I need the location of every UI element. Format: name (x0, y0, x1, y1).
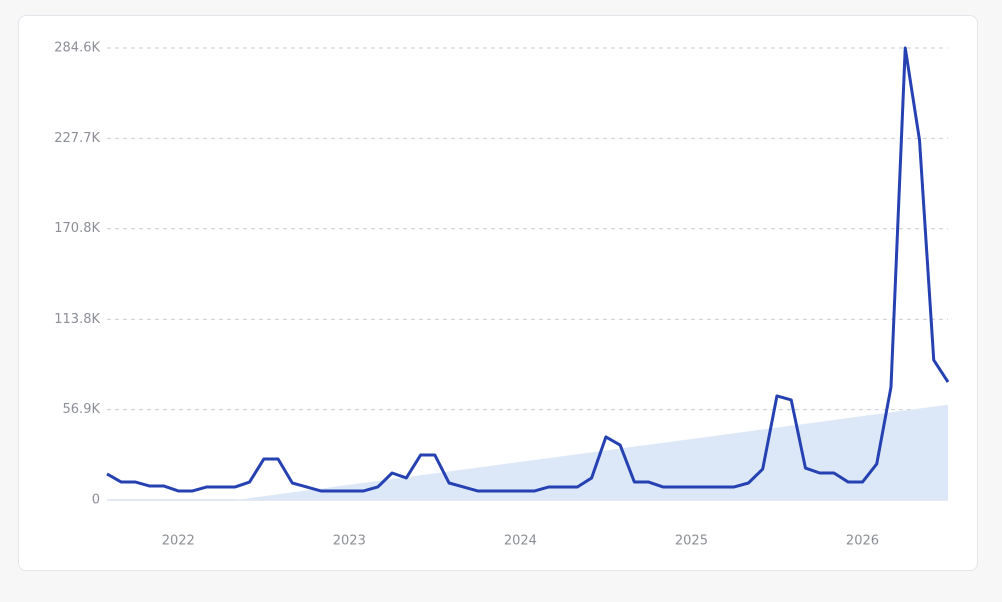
y-tick-label: 56.9K (63, 402, 101, 417)
x-tick-label: 2025 (675, 534, 708, 549)
y-tick-label: 227.7K (54, 131, 100, 146)
x-tick-label: 2026 (846, 534, 879, 549)
x-tick-label: 2023 (333, 534, 366, 549)
y-tick-label: 284.6K (54, 41, 100, 56)
x-tick-label: 2022 (162, 534, 195, 549)
trend-area (235, 404, 948, 500)
x-tick-label: 2024 (504, 534, 537, 549)
data-line (106, 46, 950, 493)
y-tick-label: 170.8K (54, 221, 100, 236)
y-tick-label: 113.8K (54, 312, 100, 327)
y-tick-label: 0 (92, 493, 100, 508)
